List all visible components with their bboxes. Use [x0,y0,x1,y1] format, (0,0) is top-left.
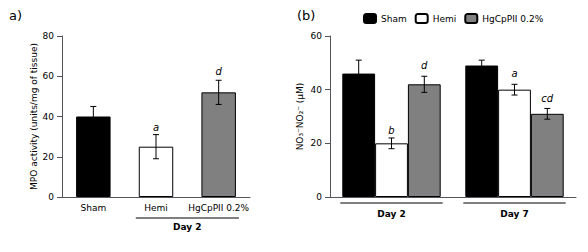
svg-text:40: 40 [43,112,55,122]
svg-text:b: b [388,125,394,136]
svg-text:0: 0 [316,192,322,202]
svg-text:Day 2: Day 2 [173,222,202,232]
svg-text:20: 20 [43,152,55,162]
svg-text:60: 60 [43,71,55,81]
svg-text:HgCpPII 0.2%: HgCpPII 0.2% [482,14,543,24]
svg-text:20: 20 [311,138,323,148]
svg-text:Hemi: Hemi [144,203,168,213]
svg-text:cd: cd [541,93,553,104]
svg-text:NO₃⁻NO₂⁻ (μM): NO₃⁻NO₂⁻ (μM) [295,83,305,151]
svg-text:Sham: Sham [80,203,106,213]
svg-text:a: a [511,68,517,79]
svg-text:a): a) [9,8,22,23]
svg-text:Day 2: Day 2 [377,209,406,219]
svg-text:HgCpPII 0.2%: HgCpPII 0.2% [188,203,249,213]
svg-text:(b): (b) [297,8,315,23]
svg-text:a: a [153,122,159,133]
svg-text:Day 7: Day 7 [500,209,529,219]
svg-text:80: 80 [43,31,55,41]
svg-text:Sham: Sham [381,14,407,24]
svg-text:MPO activity (units/mg of tiss: MPO activity (units/mg of tissue) [29,43,39,190]
svg-text:d: d [215,66,222,77]
svg-text:d: d [421,60,428,71]
svg-text:40: 40 [311,85,323,95]
svg-text:0: 0 [48,192,54,202]
svg-text:Hemi: Hemi [433,14,457,24]
svg-text:60: 60 [311,31,323,41]
